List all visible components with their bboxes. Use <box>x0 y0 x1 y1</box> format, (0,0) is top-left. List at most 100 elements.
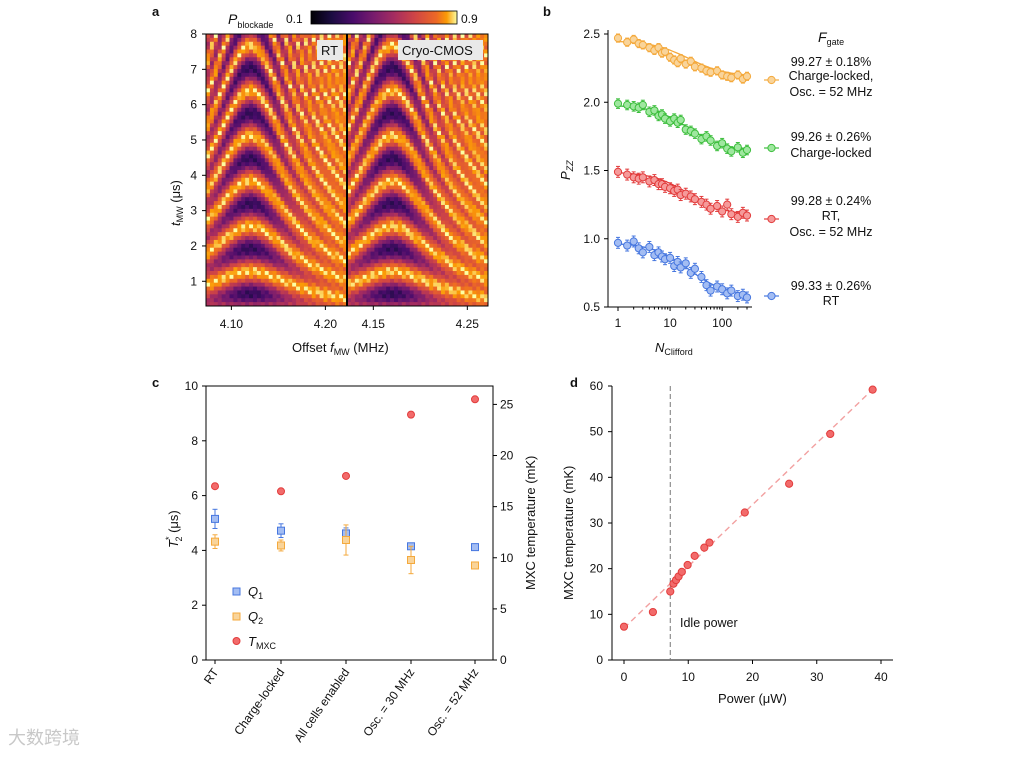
heatmap-cell <box>452 158 458 163</box>
heatmap-cell <box>253 76 258 82</box>
heatmap-cell <box>213 76 219 82</box>
heatmap-cell <box>362 65 367 70</box>
heatmap-cell <box>452 88 458 93</box>
heatmap-cell <box>209 224 215 229</box>
heatmap-cell <box>444 119 450 124</box>
heatmap-cell <box>206 216 211 221</box>
heatmap-cell <box>421 239 426 245</box>
heatmap-cell <box>206 80 211 85</box>
heatmap-cell <box>206 204 211 210</box>
heatmap-cell <box>382 228 387 233</box>
heatmap-cell <box>284 201 289 206</box>
heatmap-cell <box>335 298 340 303</box>
heatmap-cell <box>288 138 293 144</box>
heatmap-cell <box>413 72 418 78</box>
heatmap-cell <box>370 255 375 260</box>
heatmap-cell <box>437 251 442 256</box>
heatmap-cell <box>370 274 375 280</box>
heatmap-cell <box>405 239 411 245</box>
heatmap-cell <box>327 290 332 295</box>
heatmap-cell <box>288 131 293 136</box>
heatmap-cell <box>409 243 414 249</box>
heatmap-cell <box>429 239 434 245</box>
heatmap-cell <box>284 193 289 198</box>
heatmap-cell <box>441 173 446 179</box>
heatmap-cell <box>233 119 238 124</box>
heatmap-cell <box>394 138 399 144</box>
heatmap-cell <box>292 123 297 128</box>
heatmap-cell <box>233 80 238 85</box>
heatmap-cell <box>339 61 344 66</box>
heatmap-cell <box>390 263 395 268</box>
heatmap-cell <box>405 146 411 151</box>
heatmap-cell <box>284 131 289 136</box>
heatmap-cell <box>468 135 473 140</box>
heatmap-cell <box>350 298 356 303</box>
heatmap-cell <box>394 146 399 151</box>
heatmap-cell <box>260 259 266 264</box>
heatmap-cell <box>280 228 285 233</box>
heatmap-cell <box>468 255 473 260</box>
heatmap-cell <box>237 204 242 210</box>
heatmap-cell <box>292 271 297 276</box>
heatmap-cell <box>272 216 277 221</box>
heatmap-cell <box>382 282 387 287</box>
heatmap-cell <box>452 185 458 190</box>
heatmap-cell <box>233 76 238 82</box>
heatmap-cell <box>429 189 434 194</box>
heatmap-cell <box>303 251 309 256</box>
heatmap-cell <box>386 259 391 264</box>
heatmap-cell <box>448 290 454 295</box>
heatmap-cell <box>433 80 438 85</box>
heatmap-cell <box>319 278 324 284</box>
heatmap-cell <box>323 131 328 136</box>
heatmap-cell <box>401 236 407 241</box>
heatmap-cell <box>331 239 336 245</box>
heatmap-cell <box>448 76 454 82</box>
heatmap-cell <box>303 123 309 128</box>
heatmap-cell <box>323 267 328 272</box>
heatmap-cell <box>311 212 317 218</box>
heatmap-cell <box>350 185 356 190</box>
heatmap-cell <box>292 96 297 101</box>
heatmap-cell <box>386 294 391 299</box>
heatmap-cell <box>480 204 485 210</box>
heatmap-cell <box>276 45 281 50</box>
heatmap-cell <box>276 49 281 54</box>
heatmap-cell <box>303 181 309 186</box>
heatmap-cell <box>441 294 446 299</box>
heatmap-cell <box>311 228 317 233</box>
heatmap-cell <box>417 197 422 202</box>
heatmap-cell <box>237 65 242 70</box>
heatmap-cell <box>315 251 320 256</box>
heatmap-cell <box>280 197 285 202</box>
heatmap-cell <box>394 278 399 284</box>
heatmap-cell <box>350 100 356 105</box>
heatmap-cell <box>448 61 454 66</box>
heatmap-cell <box>425 138 430 144</box>
heatmap-cell <box>233 263 238 268</box>
heatmap-cell <box>433 72 438 78</box>
heatmap-cell <box>272 228 277 233</box>
heatmap-cell <box>300 103 305 109</box>
heatmap-cell <box>468 68 473 74</box>
heatmap-cell <box>323 138 328 144</box>
heatmap-cell <box>319 204 324 210</box>
heatmap-cell <box>206 154 211 159</box>
heatmap-cell <box>343 294 348 299</box>
heatmap-cell <box>347 259 352 264</box>
heatmap-cell <box>296 166 301 171</box>
heatmap-cell <box>315 263 320 268</box>
heatmap-cell <box>358 92 364 97</box>
heatmap-cell <box>347 274 352 280</box>
heatmap-cell <box>362 259 367 264</box>
heatmap-cell <box>315 290 320 295</box>
heatmap-cell <box>327 302 332 307</box>
heatmap-cell <box>460 154 465 159</box>
heatmap-cell <box>480 286 485 291</box>
heatmap-cell <box>347 263 352 268</box>
heatmap-cell <box>405 282 411 287</box>
heatmap-cell <box>409 166 414 171</box>
heatmap-cell <box>253 224 258 229</box>
heatmap-cell <box>358 170 364 175</box>
